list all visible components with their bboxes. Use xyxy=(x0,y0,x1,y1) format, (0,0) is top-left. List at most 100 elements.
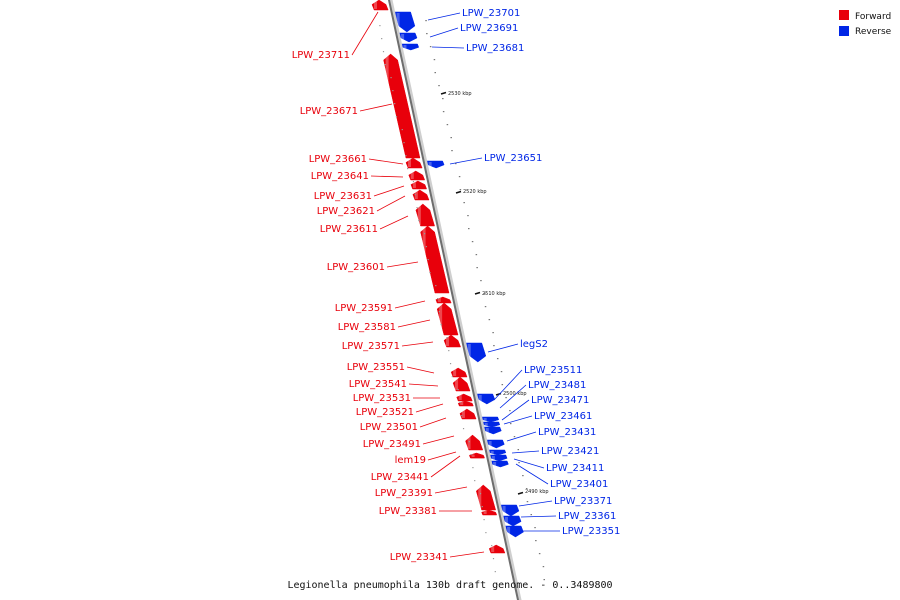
gene-feature-lpw-23411[interactable] xyxy=(489,454,508,462)
gene-feature-legs2[interactable] xyxy=(465,342,487,363)
gene-arrow-highlight xyxy=(485,428,489,433)
gene-label-lpw-23701[interactable]: LPW_23701 xyxy=(462,8,520,19)
gene-label-lpw-23511[interactable]: LPW_23511 xyxy=(524,365,582,376)
gene-label-lpw-23521[interactable]: LPW_23521 xyxy=(356,407,414,418)
gene-feature-lpw-23521[interactable] xyxy=(457,400,474,407)
gene-arrow-highlight xyxy=(467,436,471,449)
gene-feature-lpw-23591[interactable] xyxy=(435,296,452,304)
gene-label-lpw-23581[interactable]: LPW_23581 xyxy=(338,322,396,333)
gene-feature-lpw-23661[interactable] xyxy=(405,157,423,169)
gene-feature-lpw-23601[interactable] xyxy=(420,225,450,294)
gene-label-lpw-23391[interactable]: LPW_23391 xyxy=(375,488,433,499)
label-leader-line xyxy=(513,458,545,469)
gene-label-lpw-23431[interactable]: LPW_23431 xyxy=(538,427,596,438)
gene-label-lpw-23711[interactable]: LPW_23711 xyxy=(292,50,350,61)
gene-feature-lpw-23691[interactable] xyxy=(398,32,418,43)
gene-label-lpw-23471[interactable]: LPW_23471 xyxy=(531,395,589,406)
gene-label-lpw-23551[interactable]: LPW_23551 xyxy=(347,362,405,373)
gene-feature-lpw-23381[interactable] xyxy=(481,509,498,516)
gene-label-lpw-23501[interactable]: LPW_23501 xyxy=(360,422,418,433)
minor-mark xyxy=(424,233,426,235)
scale-tick-label: 2530 kbp xyxy=(448,91,472,97)
minor-mark xyxy=(496,358,499,360)
gene-feature-lpw-23401[interactable] xyxy=(490,460,509,468)
gene-feature-lpw-23531[interactable] xyxy=(456,393,473,402)
gene-label-lpw-23351[interactable]: LPW_23351 xyxy=(562,526,620,537)
gene-arrow-highlight xyxy=(374,1,377,9)
gene-feature-lpw-23711[interactable] xyxy=(371,0,389,11)
scale-tick-label: 2520 kbp xyxy=(463,189,487,195)
gene-feature-lpw-23681[interactable] xyxy=(401,43,420,51)
gene-feature-lpw-23491[interactable] xyxy=(465,434,484,451)
gene-label-lpw-23641[interactable]: LPW_23641 xyxy=(311,171,369,182)
gene-arrow xyxy=(426,160,445,169)
gene-feature-lpw-23501[interactable] xyxy=(459,408,477,420)
gene-arrow-highlight xyxy=(446,336,450,346)
gene-feature-lpw-23391[interactable] xyxy=(475,484,496,511)
gene-label-lpw-23401[interactable]: LPW_23401 xyxy=(550,479,608,490)
gene-label-lpw-23441[interactable]: LPW_23441 xyxy=(371,472,429,483)
gene-label-lpw-23461[interactable]: LPW_23461 xyxy=(534,411,592,422)
minor-mark xyxy=(475,254,478,256)
gene-feature-lpw-23611[interactable] xyxy=(415,203,435,227)
minor-mark xyxy=(494,571,496,573)
gene-label-lpw-23411[interactable]: LPW_23411 xyxy=(546,463,604,474)
label-leader-line xyxy=(427,12,461,21)
label-leader-line xyxy=(408,383,439,387)
gene-label-lpw-23531[interactable]: LPW_23531 xyxy=(353,393,411,404)
gene-label-lpw-23541[interactable]: LPW_23541 xyxy=(349,379,407,390)
gene-label-lpw-23611[interactable]: LPW_23611 xyxy=(320,224,378,235)
gene-label-lpw-23661[interactable]: LPW_23661 xyxy=(309,154,367,165)
gene-feature-lpw-23361[interactable] xyxy=(502,515,522,527)
gene-feature-lpw-23631[interactable] xyxy=(410,180,428,190)
gene-feature-lpw-23551[interactable] xyxy=(450,367,468,378)
minor-mark xyxy=(390,77,392,79)
gene-label-lpw-23341[interactable]: LPW_23341 xyxy=(390,552,448,563)
gene-feature-lpw-23701[interactable] xyxy=(394,11,416,33)
gene-arrow-highlight xyxy=(491,546,495,552)
minor-mark xyxy=(461,415,463,417)
gene-label-lpw-23591[interactable]: LPW_23591 xyxy=(335,303,393,314)
gene-label-lpw-23601[interactable]: LPW_23601 xyxy=(327,262,385,273)
gene-feature-lpw-23621[interactable] xyxy=(412,189,430,201)
gene-feature-lpw-23371[interactable] xyxy=(500,504,520,517)
gene-label-lpw-23491[interactable]: LPW_23491 xyxy=(363,439,421,450)
minor-mark xyxy=(427,259,429,261)
scale-tick xyxy=(474,291,481,295)
gene-label-lpw-23671[interactable]: LPW_23671 xyxy=(300,106,358,117)
gene-label-lpw-23361[interactable]: LPW_23361 xyxy=(558,511,616,522)
gene-feature-lpw-23351[interactable] xyxy=(504,525,524,538)
gene-feature-lpw-23511[interactable] xyxy=(476,393,496,405)
gene-label-lpw-23571[interactable]: LPW_23571 xyxy=(342,341,400,352)
gene-label-lpw-23681[interactable]: LPW_23681 xyxy=(466,43,524,54)
gene-label-lpw-23421[interactable]: LPW_23421 xyxy=(541,446,599,457)
gene-label-lpw-23651[interactable]: LPW_23651 xyxy=(484,153,542,164)
gene-feature-lpw-23641[interactable] xyxy=(408,170,426,181)
minor-mark xyxy=(470,454,472,456)
gene-label-lem19[interactable]: lem19 xyxy=(395,455,426,466)
gene-feature-lpw-23421[interactable] xyxy=(488,449,507,456)
gene-feature-lpw-23471[interactable] xyxy=(482,421,501,428)
gene-label-lpw-23691[interactable]: LPW_23691 xyxy=(460,23,518,34)
gene-arrow-highlight xyxy=(483,418,487,421)
minor-mark xyxy=(429,272,431,274)
gene-label-legs2[interactable]: legS2 xyxy=(520,339,548,350)
gene-feature-lem19[interactable] xyxy=(469,453,485,459)
gene-arrow-highlight xyxy=(410,172,414,179)
gene-label-lpw-23481[interactable]: LPW_23481 xyxy=(528,380,586,391)
gene-label-lpw-23621[interactable]: LPW_23621 xyxy=(317,206,375,217)
gene-feature-lpw-23481[interactable] xyxy=(481,416,500,423)
gene-feature-lpw-23341[interactable] xyxy=(488,544,506,554)
scale-tick xyxy=(440,91,447,95)
gene-label-lpw-23631[interactable]: LPW_23631 xyxy=(314,191,372,202)
gene-feature-lpw-23651[interactable] xyxy=(426,160,445,169)
minor-mark xyxy=(381,38,383,40)
gene-label-lpw-23371[interactable]: LPW_23371 xyxy=(554,496,612,507)
gene-arrow-highlight xyxy=(478,486,482,509)
gene-feature-lpw-23541[interactable] xyxy=(452,376,471,392)
gene-label-lpw-23381[interactable]: LPW_23381 xyxy=(379,506,437,517)
gene-feature-lpw-23571[interactable] xyxy=(443,334,461,348)
gene-feature-lpw-23431[interactable] xyxy=(486,439,505,449)
gene-arrow xyxy=(452,376,471,392)
gene-feature-lpw-23461[interactable] xyxy=(483,426,502,435)
